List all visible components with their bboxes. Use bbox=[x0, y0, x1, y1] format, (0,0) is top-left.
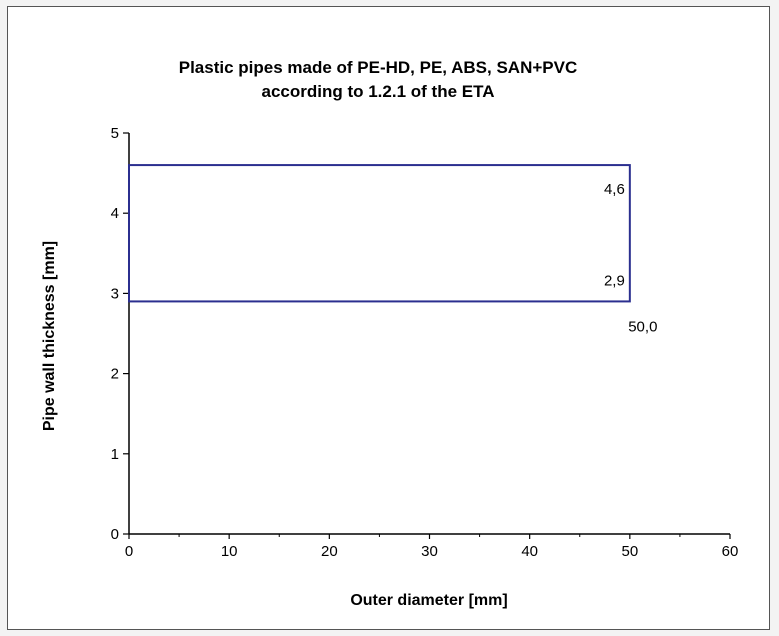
x-tick-label: 20 bbox=[321, 543, 338, 560]
chart-frame: Plastic pipes made of PE-HD, PE, ABS, SA… bbox=[7, 6, 770, 630]
y-tick-label: 1 bbox=[111, 446, 119, 463]
chart-title-line-2: according to 1.2.1 of the ETA bbox=[262, 82, 495, 101]
x-tick-label: 60 bbox=[722, 543, 739, 560]
plot-area: 0 10 20 30 40 50 60 0 1 2 3 4 5 4,6 2,9 50,0 bbox=[111, 125, 739, 560]
y-tick-label: 3 bbox=[111, 285, 119, 302]
y-axis-title: Pipe wall thickness [mm] bbox=[41, 241, 58, 431]
x-tick-label: 30 bbox=[421, 543, 438, 560]
chart-title-line-1: Plastic pipes made of PE-HD, PE, ABS, SA… bbox=[179, 58, 578, 77]
data-label: 50,0 bbox=[628, 318, 657, 335]
y-tick-label: 4 bbox=[111, 205, 119, 222]
data-label: 4,6 bbox=[604, 181, 625, 198]
y-tick-label: 5 bbox=[111, 125, 119, 142]
region-rect bbox=[128, 164, 631, 303]
data-label: 2,9 bbox=[604, 272, 625, 289]
x-axis-title: Outer diameter [mm] bbox=[350, 592, 507, 609]
x-tick-label: 10 bbox=[221, 543, 238, 560]
y-tick-label: 0 bbox=[111, 526, 119, 543]
x-tick-label: 40 bbox=[521, 543, 538, 560]
y-tick-label: 2 bbox=[111, 366, 119, 383]
x-tick-label: 50 bbox=[621, 543, 638, 560]
x-tick-label: 0 bbox=[125, 543, 133, 560]
chart-svg: Plastic pipes made of PE-HD, PE, ABS, SA… bbox=[41, 58, 739, 609]
